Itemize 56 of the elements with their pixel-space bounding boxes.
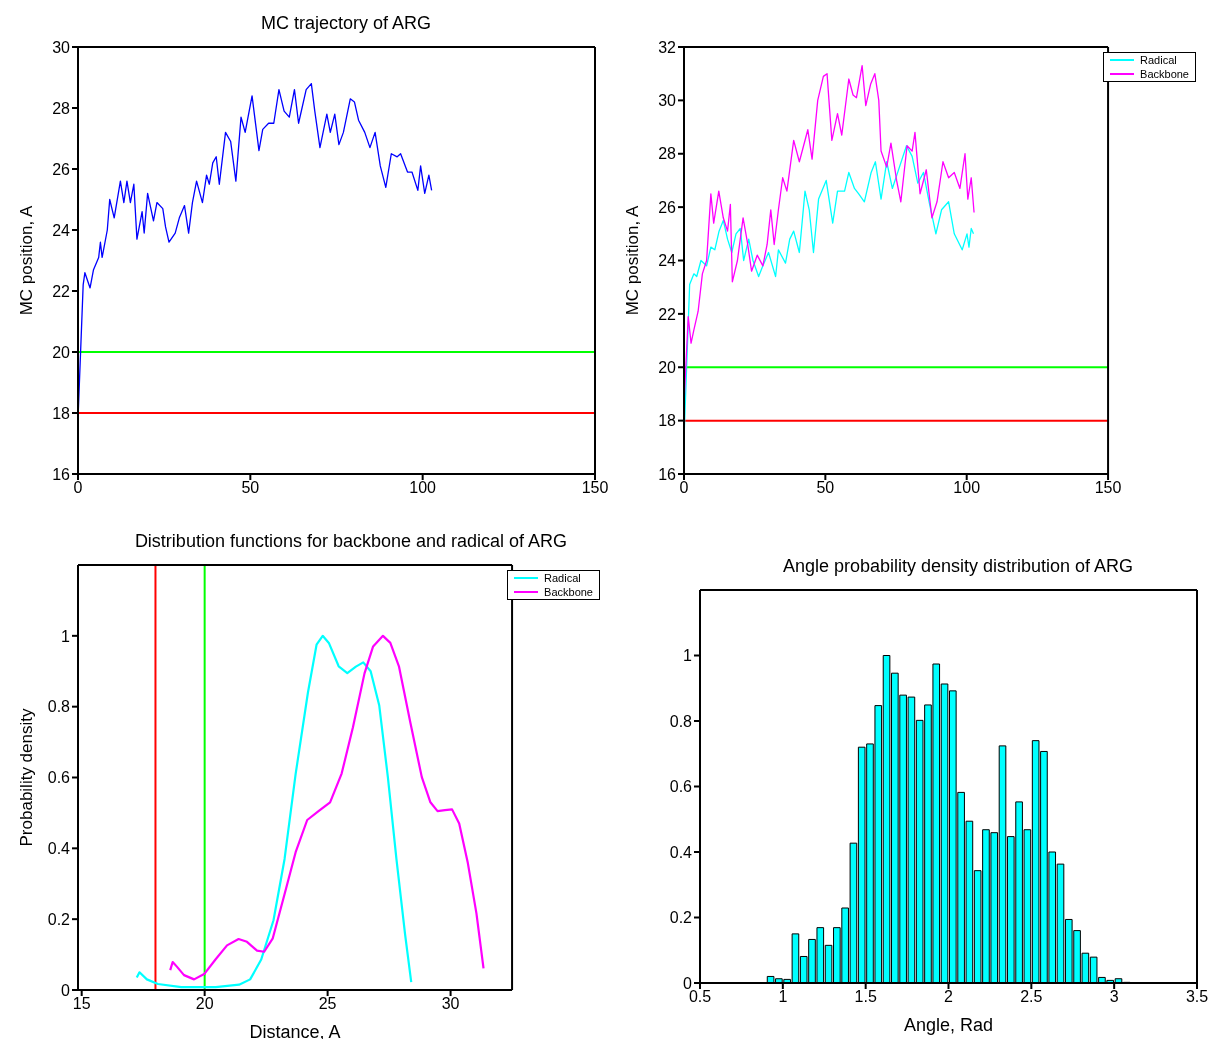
y-tick-label: 16 <box>52 465 71 483</box>
y-tick-label: 0.4 <box>669 843 693 861</box>
legend-label: Backbone <box>1140 67 1189 81</box>
legend-label: Radical <box>1140 53 1177 67</box>
y-tick-label: 24 <box>52 221 71 239</box>
y-tick-label: 22 <box>658 305 677 323</box>
legend-label: Radical <box>544 571 581 585</box>
y-tick-label: 20 <box>52 343 71 361</box>
y-tick-label: 0.4 <box>47 840 71 858</box>
y-tick-label: 30 <box>52 38 71 56</box>
y-tick-label: 0.2 <box>47 910 71 928</box>
y-tick-label: 20 <box>658 358 677 376</box>
chart-title: Distribution functions for backbone and radical of ARG <box>134 531 568 551</box>
chart-title: MC trajectory of ARG <box>260 13 432 33</box>
x-tick-label: 1.5 <box>854 988 877 1006</box>
y-tick-label: 22 <box>52 282 71 300</box>
y-tick-label: 32 <box>658 38 677 56</box>
x-tick-label: 3.5 <box>1185 988 1209 1006</box>
x-tick-label: 2.5 <box>1020 988 1043 1006</box>
x-tick-label: 20 <box>195 995 214 1013</box>
y-axis-title: MC position, A <box>623 205 643 316</box>
y-tick-label: 0.8 <box>47 698 71 716</box>
x-tick-label: 50 <box>816 479 835 497</box>
x-axis-title: Angle, Rad <box>903 1015 994 1035</box>
y-tick-label: 0.8 <box>669 712 693 730</box>
x-tick-label: 0 <box>73 479 83 497</box>
x-tick-label: 0.5 <box>688 988 712 1006</box>
y-tick-label: 0.2 <box>669 909 693 927</box>
y-tick-label: 24 <box>658 252 677 270</box>
y-tick-label: 1 <box>683 647 693 665</box>
y-tick-label: 26 <box>52 160 71 178</box>
x-tick-label: 30 <box>441 995 460 1013</box>
x-tick-label: 100 <box>953 479 981 497</box>
y-tick-label: 28 <box>658 145 677 163</box>
x-tick-label: 2 <box>944 988 954 1006</box>
x-tick-label: 15 <box>72 995 91 1013</box>
y-tick-label: 0.6 <box>47 769 71 787</box>
x-tick-label: 3 <box>1109 988 1119 1006</box>
y-tick-label: 30 <box>658 92 677 110</box>
x-tick-label: 150 <box>581 479 609 497</box>
x-tick-label: 150 <box>1094 479 1122 497</box>
y-tick-label: 16 <box>658 465 677 483</box>
y-tick-label: 18 <box>52 404 71 422</box>
x-tick-label: 50 <box>241 479 260 497</box>
y-tick-label: 18 <box>658 412 677 430</box>
y-tick-label: 28 <box>52 99 71 117</box>
y-tick-label: 0.6 <box>669 778 693 796</box>
chart-title: Angle probability density distribution of ARG <box>782 556 1134 576</box>
x-tick-label: 100 <box>409 479 437 497</box>
y-axis-title: MC position, A <box>17 205 37 316</box>
y-axis-title: Probability density <box>17 708 37 847</box>
x-tick-label: 1 <box>778 988 788 1006</box>
y-tick-label: 26 <box>658 198 677 216</box>
x-tick-label: 25 <box>318 995 337 1013</box>
legend-label: Backbone <box>544 585 593 599</box>
y-tick-label: 1 <box>61 627 71 645</box>
